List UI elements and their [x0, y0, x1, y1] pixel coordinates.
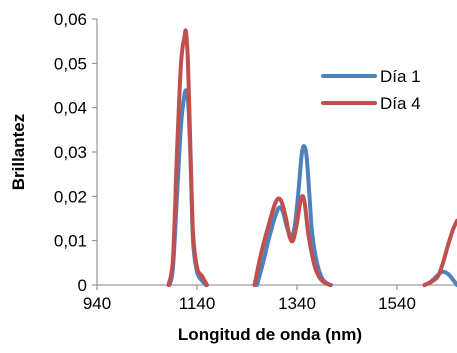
- x-axis-title: Longitud de onda (nm): [178, 325, 362, 344]
- x-tick-label: 940: [83, 294, 111, 313]
- y-tick-label: 0,03: [54, 143, 87, 162]
- x-tick-label: 1340: [278, 294, 316, 313]
- y-tick-label: 0,06: [54, 10, 87, 29]
- series-line-1: [255, 144, 333, 287]
- series-line-2: [252, 194, 332, 287]
- y-ticks: 0 0,01 0,02 0,03 0,04 0,05 0,06: [54, 10, 97, 295]
- x-tick-label: 1540: [378, 294, 416, 313]
- legend-label-1: Día 1: [380, 67, 421, 86]
- y-tick-label: 0,02: [54, 187, 87, 206]
- y-tick-label: 0,04: [54, 99, 87, 118]
- legend-label-2: Día 4: [380, 94, 421, 113]
- x-ticks: 940 1140 1340 1540: [83, 285, 416, 313]
- legend: Día 1 Día 4: [321, 67, 421, 113]
- y-axis-title: Brillantez: [9, 114, 28, 191]
- x-tick-label: 1140: [179, 294, 216, 313]
- series-group: [166, 28, 457, 287]
- y-tick-label: 0,05: [54, 54, 87, 73]
- series-line-2: [166, 28, 209, 287]
- y-tick-label: 0,01: [54, 232, 87, 251]
- series-line-2: [422, 218, 457, 287]
- axes: [96, 19, 457, 286]
- y-tick-label: 0: [78, 276, 87, 295]
